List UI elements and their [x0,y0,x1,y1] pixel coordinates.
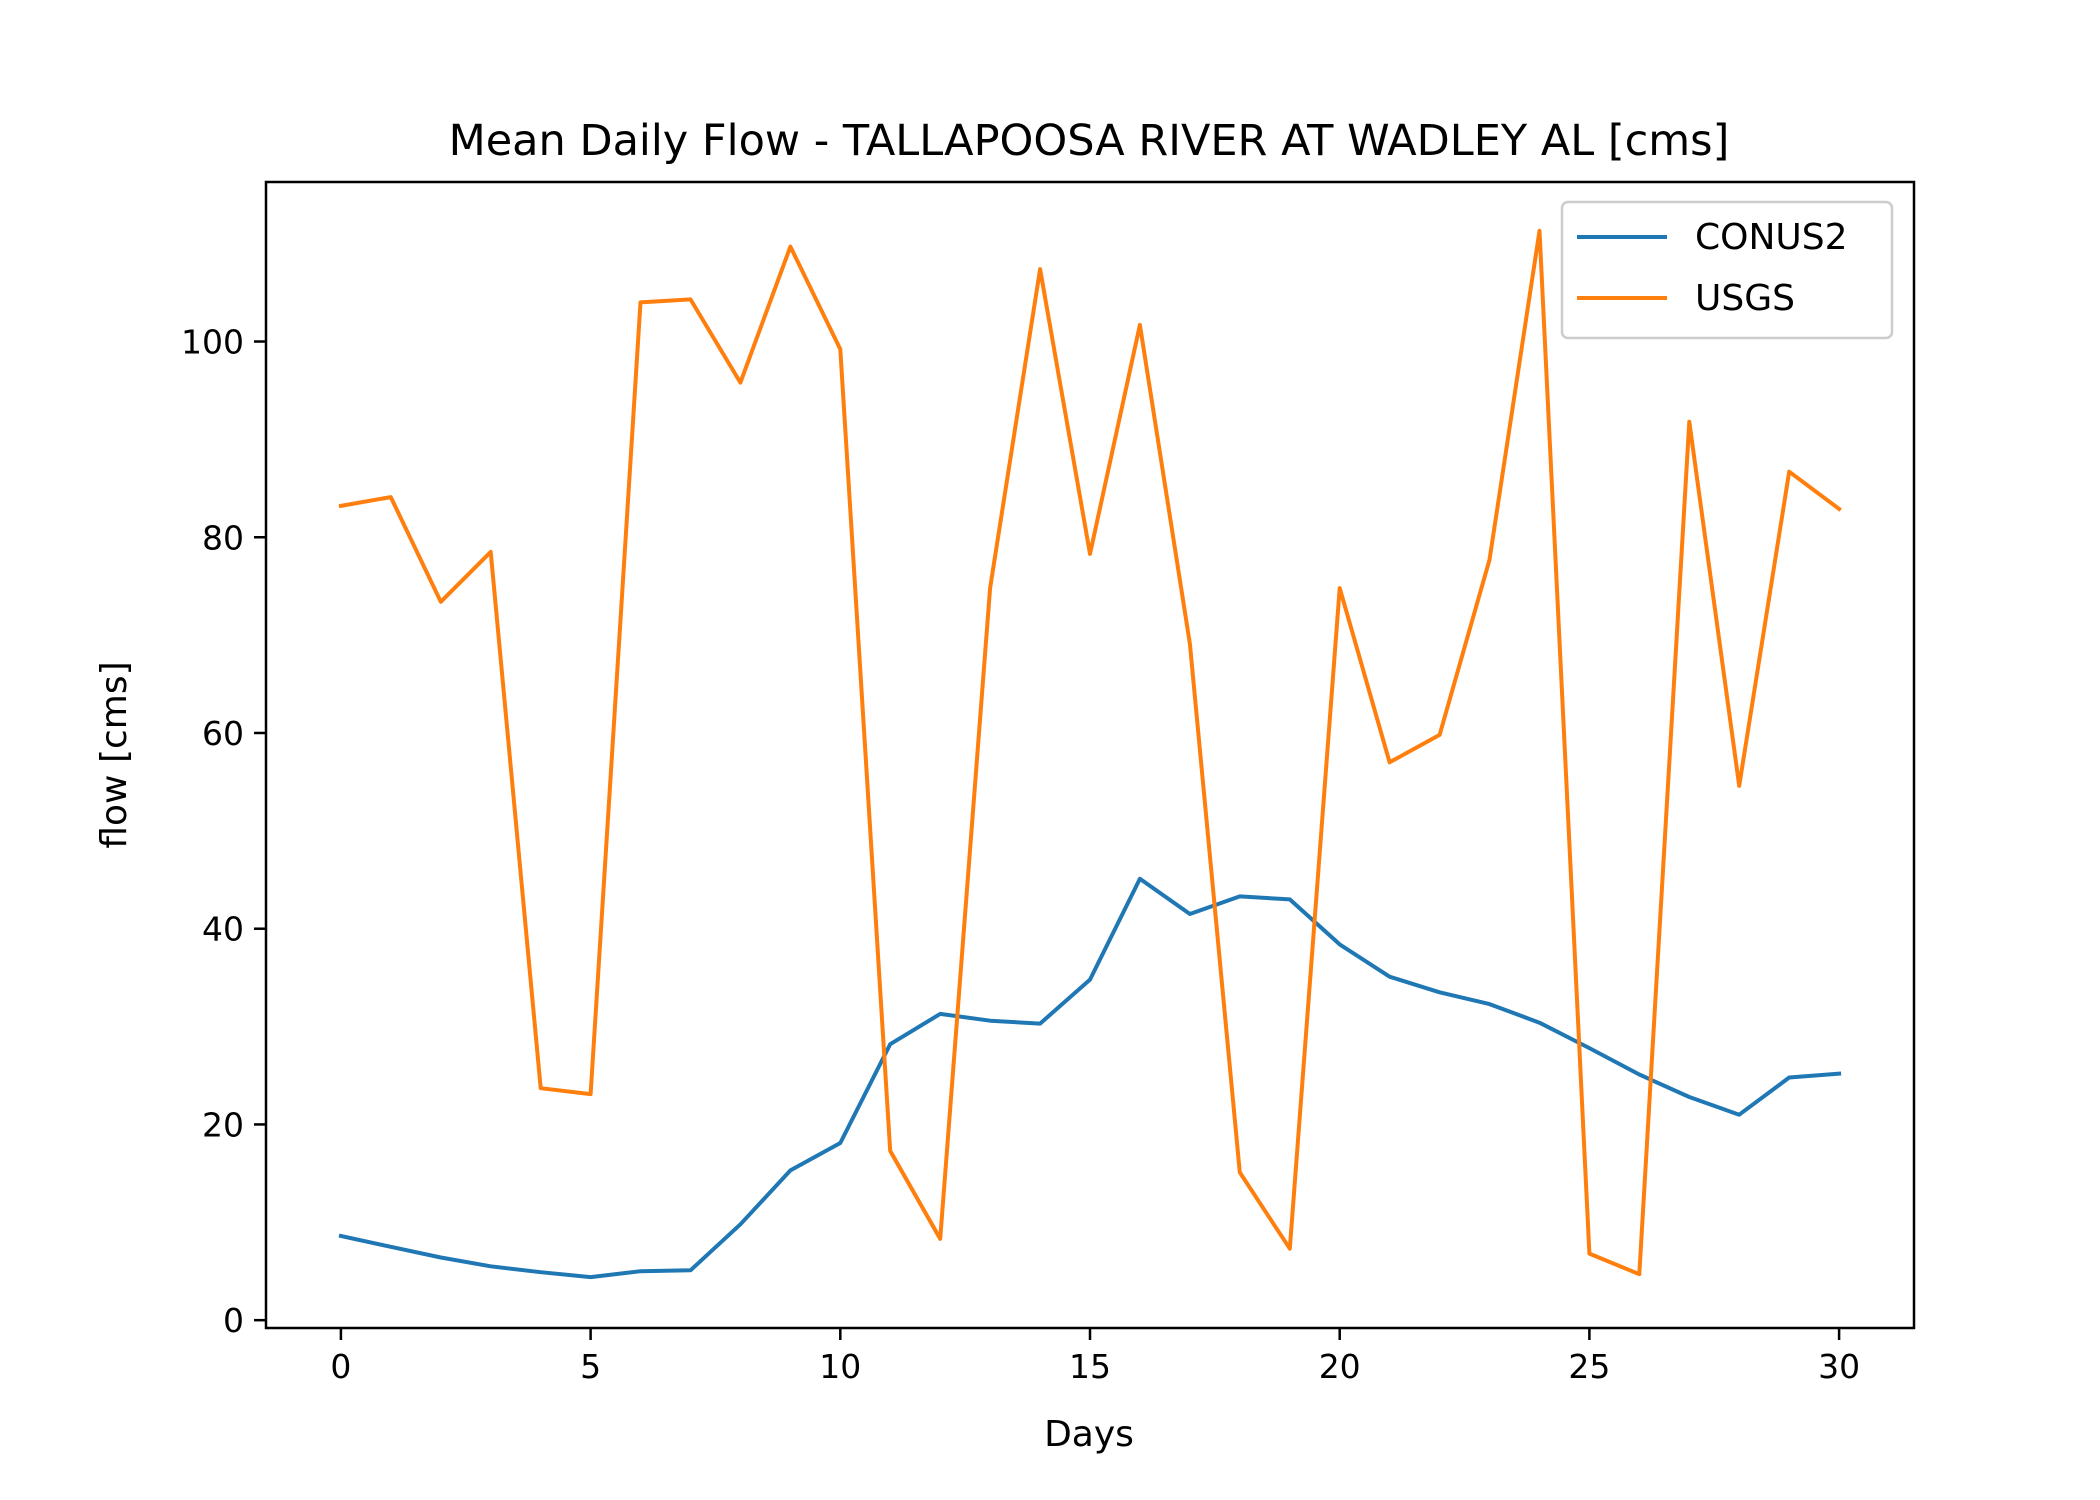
x-tick-label: 30 [1818,1347,1860,1386]
series-line-conus2 [338,876,1842,1280]
legend: CONUS2 USGS [1560,200,1894,340]
x-axis-ticks: 0 5 10 15 20 25 30 [330,1328,1860,1386]
y-tick-label: 80 [202,518,244,557]
series-layer [338,228,1842,1280]
x-tick-label: 20 [1319,1347,1361,1386]
y-axis-label: flow [cms] [94,661,135,848]
x-tick-label: 0 [330,1347,351,1386]
chart-title: Mean Daily Flow - TALLAPOOSA RIVER AT WA… [449,116,1730,166]
y-tick-label: 100 [181,323,244,362]
y-tick-label: 60 [202,714,244,753]
x-tick-label: 10 [819,1347,861,1386]
x-tick-label: 5 [580,1347,601,1386]
series-line-usgs [338,228,1842,1277]
legend-label-conus2: CONUS2 [1695,217,1848,258]
y-tick-label: 0 [223,1301,244,1340]
y-axis-ticks: 0 20 40 60 80 100 [181,323,266,1340]
x-tick-label: 15 [1069,1347,1111,1386]
y-tick-label: 40 [202,910,244,949]
x-axis-label: Days [1044,1414,1134,1455]
y-tick-label: 20 [202,1105,244,1144]
legend-label-usgs: USGS [1695,278,1795,319]
x-tick-label: 25 [1568,1347,1610,1386]
